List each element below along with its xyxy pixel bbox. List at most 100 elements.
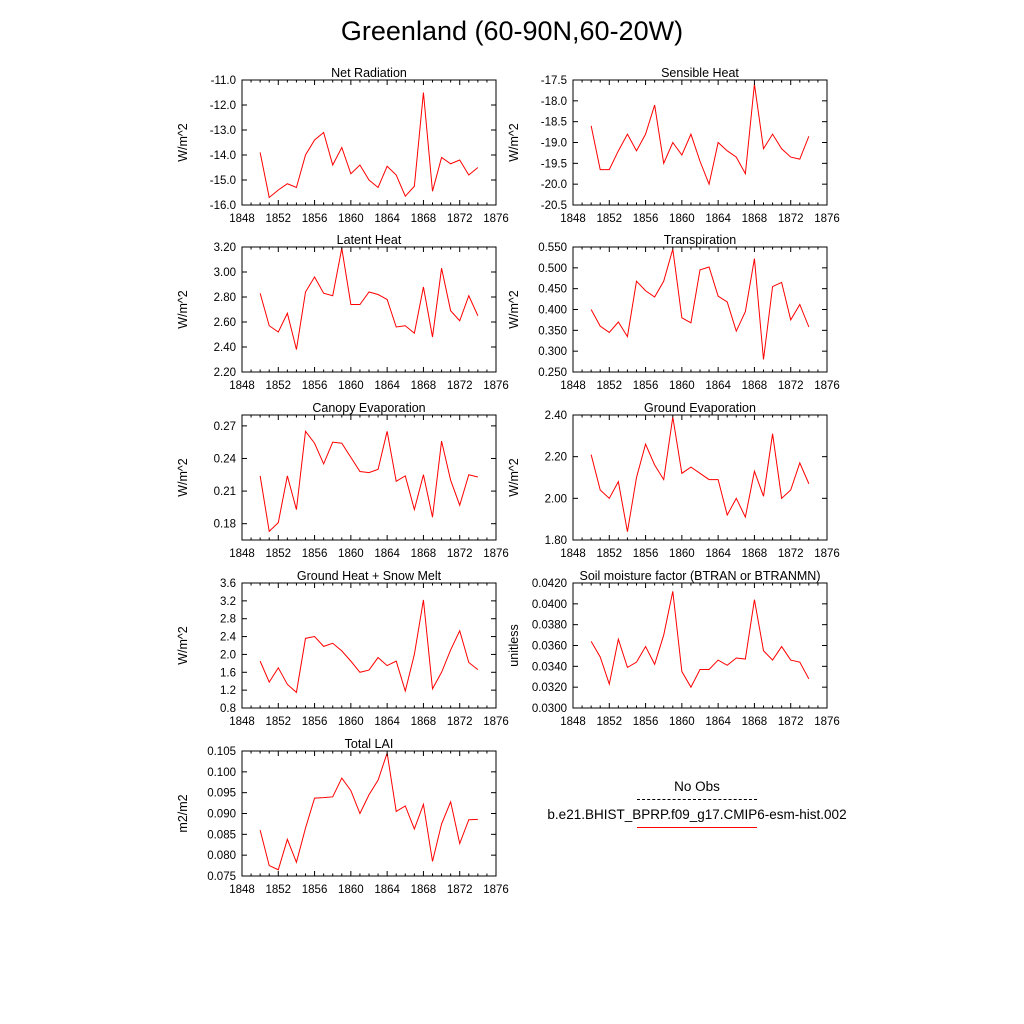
y-tick-label: 0.080 bbox=[207, 850, 236, 862]
x-tick-label: 1848 bbox=[560, 548, 586, 560]
x-tick-label: 1872 bbox=[778, 548, 804, 560]
x-tick-label: 1856 bbox=[302, 380, 328, 392]
y-tick-label: 0.0300 bbox=[532, 703, 567, 715]
y-tick-label: 0.075 bbox=[207, 871, 236, 883]
y-tick-label: 3.00 bbox=[214, 267, 236, 279]
y-tick-label: 0.27 bbox=[214, 421, 236, 433]
y-axis-label: W/m^2 bbox=[507, 290, 521, 329]
x-tick-label: 1868 bbox=[742, 548, 768, 560]
chart-latent-heat: 1848 1852 1856 1860 1864 1868 1872 1876 2.20 2.40… bbox=[176, 233, 509, 392]
y-tick-label: -15.0 bbox=[210, 175, 236, 187]
plot-frame bbox=[241, 582, 497, 709]
x-tick-label: 1852 bbox=[596, 380, 622, 392]
x-tick-label: 1860 bbox=[669, 716, 695, 728]
x-tick-label: 1856 bbox=[302, 716, 328, 728]
y-axis-label: W/m^2 bbox=[176, 290, 190, 329]
y-tick-label: 1.6 bbox=[220, 667, 236, 679]
x-tick-label: 1852 bbox=[265, 380, 291, 392]
x-tick-label: 1876 bbox=[814, 716, 840, 728]
x-tick-label: 1852 bbox=[596, 716, 622, 728]
y-axis-label: W/m^2 bbox=[507, 123, 521, 162]
x-tick-label: 1876 bbox=[814, 548, 840, 560]
y-tick-label: -13.0 bbox=[210, 125, 236, 137]
y-axis-label: W/m^2 bbox=[176, 123, 190, 162]
x-tick-label: 1872 bbox=[778, 380, 804, 392]
y-tick-label: 0.0340 bbox=[532, 661, 567, 673]
y-axis-label: W/m^2 bbox=[176, 458, 190, 497]
series-line bbox=[590, 84, 810, 186]
x-tick-label: 1848 bbox=[229, 380, 255, 392]
y-axis-label: W/m^2 bbox=[507, 458, 521, 497]
y-tick-label: -20.5 bbox=[541, 200, 567, 212]
y-tick-label: 3.6 bbox=[220, 578, 236, 590]
plot-frame bbox=[241, 414, 497, 541]
x-tick-label: 1856 bbox=[302, 213, 328, 225]
x-tick-label: 1860 bbox=[669, 213, 695, 225]
x-tick-label: 1868 bbox=[411, 213, 437, 225]
x-tick-label: 1872 bbox=[778, 716, 804, 728]
x-tick-label: 1864 bbox=[705, 716, 731, 728]
chart-sensible-heat: 1848 1852 1856 1860 1864 1868 1872 1876 -20.5 -20… bbox=[507, 66, 840, 225]
plot-frame bbox=[572, 414, 828, 541]
y-tick-label: -11.0 bbox=[211, 75, 236, 87]
y-tick-label: 0.105 bbox=[207, 746, 236, 758]
chart-net-radiation: 1848 1852 1856 1860 1864 1868 1872 1876 -16.0 -15… bbox=[176, 66, 509, 225]
panel-title: Total LAI bbox=[345, 737, 394, 751]
y-tick-label: 0.24 bbox=[214, 453, 237, 465]
x-tick-label: 1876 bbox=[814, 213, 840, 225]
x-tick-label: 1868 bbox=[742, 716, 768, 728]
x-tick-label: 1872 bbox=[778, 213, 804, 225]
x-tick-label: 1872 bbox=[447, 716, 473, 728]
x-tick-label: 1848 bbox=[229, 716, 255, 728]
y-tick-label: 0.500 bbox=[538, 263, 567, 275]
legend-swatch-obs bbox=[637, 799, 757, 800]
y-tick-label: 0.0320 bbox=[532, 682, 567, 694]
x-tick-label: 1860 bbox=[338, 380, 364, 392]
x-tick-label: 1868 bbox=[411, 380, 437, 392]
x-tick-label: 1864 bbox=[705, 213, 731, 225]
y-tick-label: -12.0 bbox=[210, 100, 236, 112]
y-tick-label: 2.0 bbox=[220, 649, 236, 661]
y-tick-label: 0.095 bbox=[207, 788, 236, 800]
y-tick-label: 1.80 bbox=[545, 535, 567, 547]
panel-title: Canopy Evaporation bbox=[312, 401, 425, 415]
series-line bbox=[259, 248, 479, 350]
x-tick-label: 1848 bbox=[229, 548, 255, 560]
x-tick-label: 1876 bbox=[483, 716, 509, 728]
chart-ground-evaporation: 1848 1852 1856 1860 1864 1868 1872 1876 1.80 2.00… bbox=[507, 401, 840, 560]
y-tick-label: 0.21 bbox=[214, 486, 236, 498]
y-tick-label: 0.18 bbox=[214, 519, 236, 531]
x-tick-label: 1864 bbox=[374, 884, 400, 896]
x-tick-label: 1864 bbox=[374, 716, 400, 728]
y-tick-label: 2.00 bbox=[545, 493, 567, 505]
panel-title: Net Radiation bbox=[331, 66, 407, 80]
y-tick-label: 0.550 bbox=[538, 242, 567, 254]
series-line bbox=[259, 752, 478, 871]
x-tick-label: 1856 bbox=[633, 380, 659, 392]
y-tick-label: -19.0 bbox=[541, 138, 567, 150]
x-tick-label: 1868 bbox=[411, 716, 437, 728]
y-tick-label: -14.0 bbox=[210, 150, 236, 162]
chart-total-lai: 1848 1852 1856 1860 1864 1868 1872 1876 0.075 0.0… bbox=[176, 737, 509, 896]
y-tick-label: -18.5 bbox=[541, 117, 567, 129]
x-tick-label: 1856 bbox=[633, 213, 659, 225]
x-tick-label: 1848 bbox=[560, 213, 586, 225]
page-title: Greenland (60-90N,60-20W) bbox=[340, 16, 684, 46]
plot-frame bbox=[572, 246, 828, 373]
y-tick-label: -16.0 bbox=[210, 200, 236, 212]
x-tick-label: 1848 bbox=[229, 884, 255, 896]
y-tick-label: 0.0400 bbox=[532, 599, 567, 611]
y-tick-label: 0.350 bbox=[538, 325, 567, 337]
x-tick-label: 1860 bbox=[338, 716, 364, 728]
x-tick-label: 1860 bbox=[338, 213, 364, 225]
panel-title: Sensible Heat bbox=[661, 66, 739, 80]
y-tick-label: 0.0380 bbox=[532, 620, 567, 632]
x-tick-label: 1868 bbox=[411, 884, 437, 896]
y-tick-label: 3.2 bbox=[220, 596, 236, 608]
y-tick-label: 2.40 bbox=[214, 342, 236, 354]
series-line bbox=[259, 430, 478, 533]
x-tick-label: 1864 bbox=[374, 548, 400, 560]
panel-title: Ground Heat + Snow Melt bbox=[297, 569, 442, 583]
x-tick-label: 1864 bbox=[705, 548, 731, 560]
x-tick-label: 1868 bbox=[742, 380, 768, 392]
